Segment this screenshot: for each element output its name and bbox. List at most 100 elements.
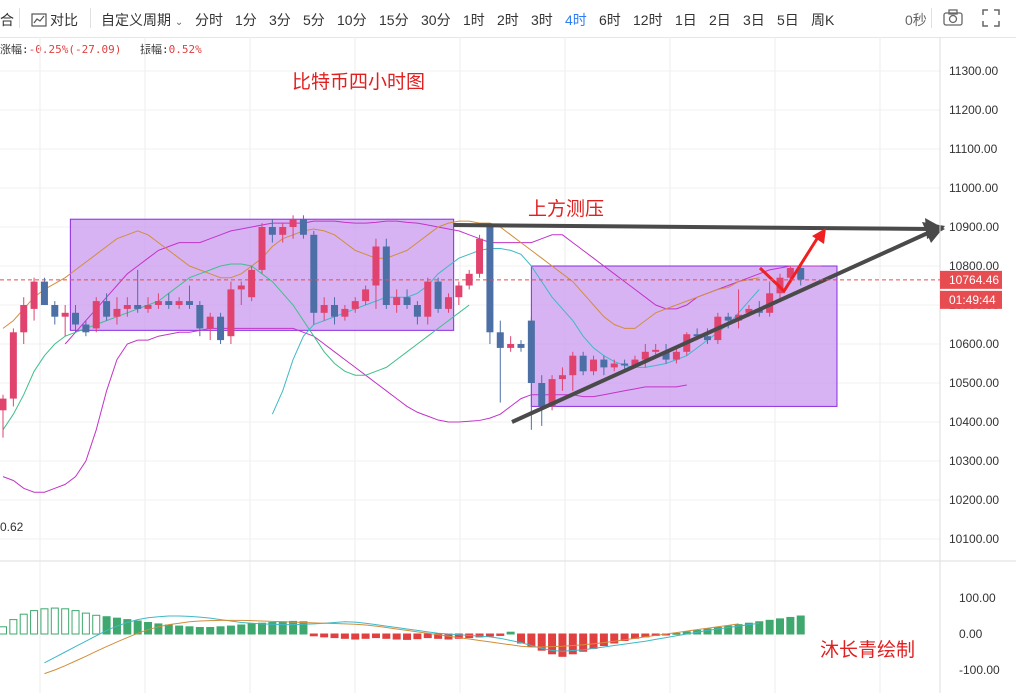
red-arrowhead xyxy=(812,228,826,244)
macd-bar xyxy=(786,616,795,635)
period-tab[interactable]: 3日 xyxy=(743,12,765,28)
macd-bar xyxy=(206,627,215,635)
candle-body xyxy=(196,305,204,329)
macd-bar xyxy=(278,621,287,635)
candle-body xyxy=(30,281,38,309)
grid xyxy=(0,37,940,693)
macd-bar xyxy=(755,621,764,635)
price-tick-label: 10200.00 xyxy=(949,493,999,507)
candle-body xyxy=(486,227,494,333)
period-tab[interactable]: 30分 xyxy=(421,12,451,28)
macd-bar xyxy=(50,607,59,635)
candle-body xyxy=(279,227,287,235)
candle-body xyxy=(517,344,525,348)
price-tick-label: 10900.00 xyxy=(949,220,999,234)
ma-slow-line xyxy=(2,263,470,431)
price-tick-label: 10800.00 xyxy=(949,259,999,273)
candle-body xyxy=(310,234,318,313)
price-tick-label: 11300.00 xyxy=(949,64,998,78)
period-tab[interactable]: 10分 xyxy=(337,12,367,28)
macd-bar xyxy=(195,627,204,635)
macd-bar xyxy=(351,633,360,640)
current-price-value: 10764.46 xyxy=(949,273,999,287)
macd-bar xyxy=(713,627,722,635)
candle-body xyxy=(579,355,587,372)
candle-body xyxy=(641,351,649,360)
period-tab[interactable]: 3分 xyxy=(269,12,291,28)
candle-body xyxy=(237,285,245,290)
fullscreen-icon[interactable] xyxy=(982,9,1000,30)
period-tab[interactable]: 1日 xyxy=(675,12,697,28)
macd-bar xyxy=(672,632,681,635)
period-tab[interactable]: 5日 xyxy=(777,12,799,28)
resistance-arrow xyxy=(453,223,931,231)
candle-body xyxy=(248,269,256,298)
macd-bar xyxy=(102,616,111,635)
macd-bar xyxy=(309,633,318,637)
period-tab[interactable]: 12时 xyxy=(633,12,663,28)
candle-body xyxy=(362,289,370,302)
change-label: 涨幅: xyxy=(0,43,29,56)
toolbar-divider xyxy=(931,8,932,28)
macd-bar xyxy=(620,633,629,641)
candle-body xyxy=(403,297,411,305)
macd-bar xyxy=(423,633,432,639)
candle-body xyxy=(476,238,484,274)
macd-bar xyxy=(434,633,443,639)
period-tab[interactable]: 3时 xyxy=(531,12,553,28)
period-tab[interactable]: 周K xyxy=(811,12,835,28)
toolbar: 合 对比 自定义周期 ⌄ 分时 1分 3分 5分 10分 15分 30分 1时 2时 3时 4时 6时… xyxy=(0,0,1016,38)
candle-body xyxy=(20,305,28,333)
compare-button[interactable]: 对比 xyxy=(31,10,78,30)
macd-bar xyxy=(765,619,774,635)
camera-icon[interactable] xyxy=(943,9,963,29)
candle-body xyxy=(185,301,193,305)
custom-period-dropdown[interactable]: 自定义周期 ⌄ xyxy=(101,10,183,30)
macd-bar xyxy=(340,633,349,639)
toolbar-partial-label[interactable]: 合 xyxy=(0,12,14,28)
candle-body xyxy=(558,375,566,380)
period-tab[interactable]: 1时 xyxy=(463,12,485,28)
price-tick-label: 11000.00 xyxy=(949,181,998,195)
macd-dea-line xyxy=(44,619,739,675)
uptrend-arrowhead xyxy=(922,222,945,243)
macd-bar xyxy=(454,633,463,639)
compare-label: 对比 xyxy=(50,12,78,28)
macd-bar xyxy=(0,626,7,635)
candle-body xyxy=(372,246,380,286)
macd-bar xyxy=(392,633,401,640)
candle-body xyxy=(590,359,598,372)
change-value: -0.25%(-27.09) xyxy=(28,43,122,56)
macd-bar xyxy=(289,620,298,635)
period-tab[interactable]: 6时 xyxy=(599,12,621,28)
candle-body xyxy=(703,336,711,341)
candle-body xyxy=(786,267,794,278)
period-tab[interactable]: 4时 xyxy=(565,12,587,28)
macd-bar xyxy=(568,633,577,655)
macd-dif-line xyxy=(44,615,760,664)
candle-body xyxy=(341,308,349,317)
candle-body xyxy=(258,227,266,270)
candle-body xyxy=(175,301,183,305)
price-tick-label: 10100.00 xyxy=(949,532,999,546)
candle-body xyxy=(797,267,805,280)
candle-body xyxy=(123,305,131,309)
candles xyxy=(0,215,805,438)
macd-bar xyxy=(734,624,743,635)
period-tab[interactable]: 分时 xyxy=(195,12,223,28)
period-tab[interactable]: 2时 xyxy=(497,12,519,28)
period-tab[interactable]: 15分 xyxy=(379,12,409,28)
macd-bar xyxy=(320,633,329,638)
macd-bar xyxy=(268,621,277,635)
candle-body xyxy=(745,308,753,313)
macd-bar xyxy=(71,610,80,635)
macd-tick-label: 0.00 xyxy=(959,627,983,641)
period-tab[interactable]: 2日 xyxy=(709,12,731,28)
period-tab[interactable]: 1分 xyxy=(235,12,257,28)
macd-bar xyxy=(579,633,588,652)
macd-bar xyxy=(413,633,422,640)
candle-body xyxy=(569,355,577,376)
price-chart[interactable]: 100.00 0.00 -100.00 11300.00 11200.00 11100.… xyxy=(0,37,1016,693)
candle-body xyxy=(82,324,90,333)
period-tab[interactable]: 5分 xyxy=(303,12,325,28)
